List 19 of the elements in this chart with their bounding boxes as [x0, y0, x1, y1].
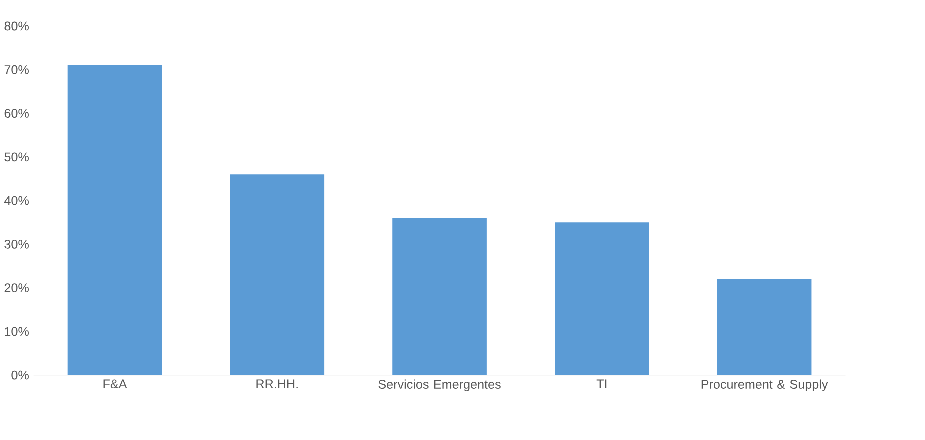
y-tick-label: 60%: [4, 108, 29, 118]
y-tick-label: 70%: [4, 65, 29, 74]
bar: [717, 279, 812, 376]
x-tick-label: Procurement & Supply: [702, 379, 828, 392]
bar: [68, 65, 162, 376]
x-tick-label: RR.HH.: [256, 379, 298, 388]
x-tick-label: F&A: [104, 379, 128, 388]
y-tick-label: 0%: [12, 370, 29, 380]
y-tick-label: 80%: [4, 22, 29, 30]
y-tick-label: 40%: [4, 196, 29, 206]
y-tick-label: 50%: [4, 152, 29, 162]
x-tick-label: Servicios Emergentes: [378, 379, 501, 392]
y-tick-label: 20%: [4, 283, 29, 292]
y-tick-label: 10%: [5, 327, 29, 336]
bar: [392, 218, 487, 376]
x-tick-label: TI: [596, 379, 607, 388]
y-tick-label: 30%: [4, 240, 29, 249]
bar: [555, 222, 650, 376]
bar: [230, 174, 325, 376]
